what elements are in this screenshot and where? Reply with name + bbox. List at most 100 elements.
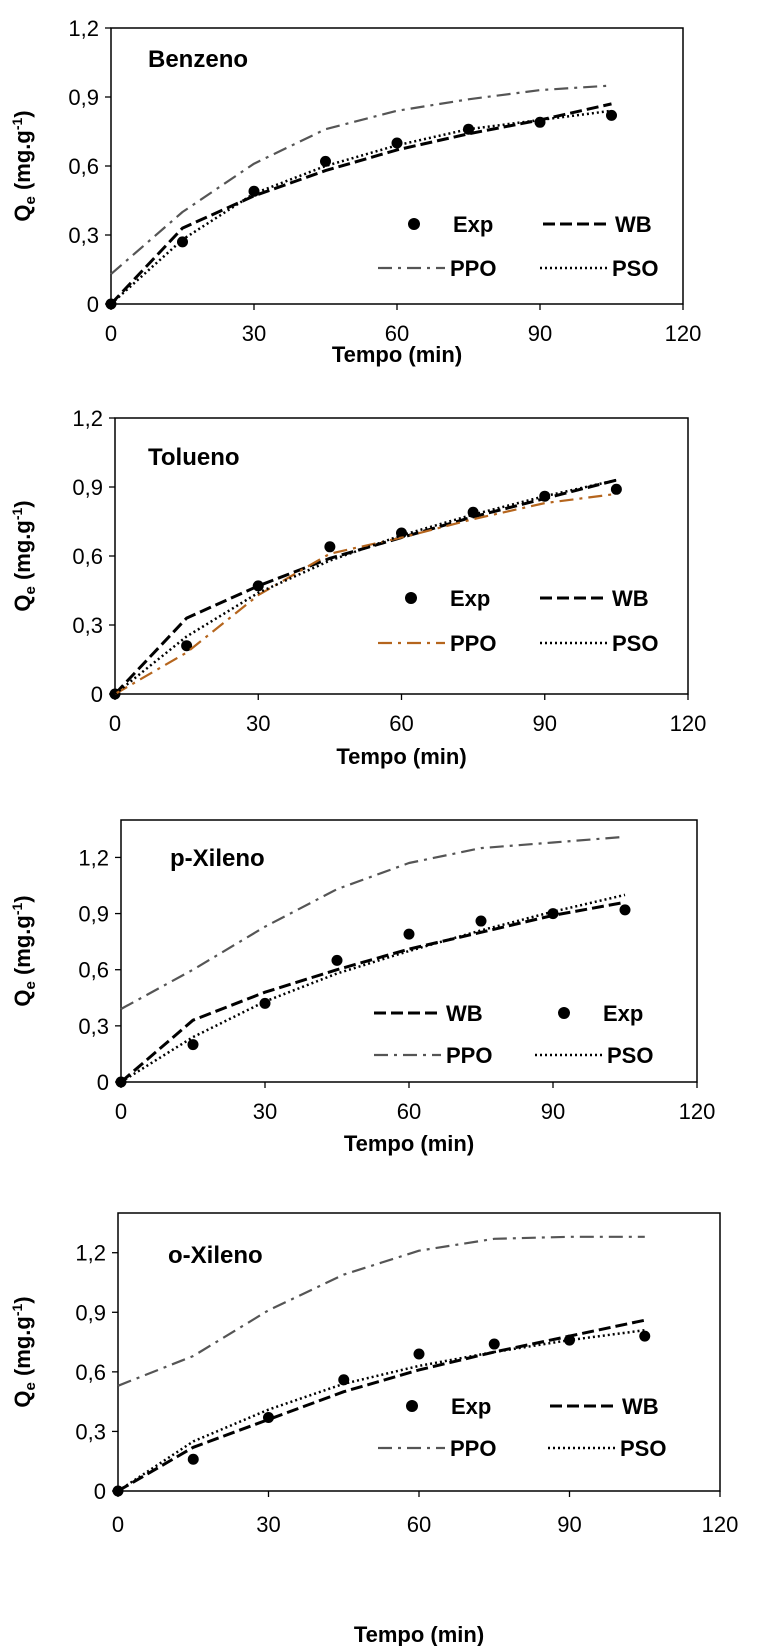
legend-label-pso: PSO [620, 1436, 666, 1461]
legend-label-wb: WB [622, 1394, 659, 1419]
legend: WB Exp PPO PSO [374, 1001, 653, 1068]
series-line-pso [110, 109, 612, 305]
x-axis-label: Tempo (min) [336, 744, 466, 769]
data-point-exp [177, 236, 188, 248]
y-tick-label: 0 [87, 292, 99, 317]
data-point-exp [391, 137, 403, 149]
y-tick-label: 0 [97, 1070, 109, 1095]
legend: Exp WB PPO PSO [378, 586, 658, 656]
data-point-exp [639, 1330, 651, 1342]
legend-label-pso: PSO [612, 631, 658, 656]
legend-label-exp: Exp [450, 586, 490, 611]
series-line-wb [109, 102, 612, 306]
chart-panel-0: 0 30 60 90 120 0 0,3 0,6 0,9 1,2 Tempo (min) Qe (mg… [9, 16, 701, 367]
legend-label-ppo: PPO [450, 1436, 496, 1461]
y-tick-label: 0,3 [78, 1014, 109, 1039]
x-tick-label: 90 [528, 321, 552, 346]
series-line-ppo [110, 84, 612, 275]
x-tick-label: 90 [541, 1099, 565, 1124]
panel-title: Benzeno [148, 46, 248, 73]
y-tick-label: 0,6 [75, 1360, 106, 1385]
x-tick-label: 0 [105, 321, 117, 346]
data-point-exp [413, 1348, 425, 1360]
data-point-exp [187, 1039, 199, 1051]
y-tick-label: 0,6 [78, 958, 109, 983]
data-point-exp [610, 483, 622, 495]
legend: Exp WB PPO PSO [378, 1394, 666, 1461]
x-tick-label: 120 [702, 1512, 739, 1537]
data-point-exp [403, 928, 415, 940]
x-tick-label: 0 [115, 1099, 127, 1124]
x-tick-label: 0 [112, 1512, 124, 1537]
chart-panel-2: 0 30 60 90 120 0 0,3 0,6 0,9 1,2 Tempo (min) Qe (mg… [9, 819, 716, 1156]
series-line-pso [120, 893, 626, 1084]
y-tick-label: 0,6 [72, 544, 103, 569]
legend-label-wb: WB [612, 586, 649, 611]
data-point-exp [324, 541, 336, 553]
x-tick-label: 120 [670, 711, 707, 736]
series-line-pso [114, 478, 617, 695]
series-line-pso [117, 1328, 645, 1493]
series-line-ppo [120, 835, 626, 1010]
legend: Exp WB PPO PSO [378, 212, 658, 281]
data-point-exp [488, 1338, 500, 1350]
series-line-wb [113, 478, 617, 696]
y-tick-label: 0 [91, 682, 103, 707]
y-tick-label: 0,6 [68, 154, 99, 179]
data-point-exp [606, 109, 617, 121]
x-tick-label: 120 [665, 321, 702, 346]
data-point-exp [619, 904, 631, 916]
y-tick-label: 1,2 [78, 845, 109, 870]
panel-title: o-Xileno [168, 1242, 263, 1269]
x-tick-label: 30 [253, 1099, 277, 1124]
y-axis-label: Qe (mg.g-1) [9, 895, 39, 1006]
x-tick-label: 90 [557, 1512, 581, 1537]
chart-panel-1: 0 30 60 90 120 0 0,3 0,6 0,9 1,2 Tempo (min) Qe (mg… [9, 406, 706, 769]
x-tick-label: 30 [246, 711, 270, 736]
panel-title: Tolueno [148, 444, 240, 471]
chart-panel-3: 0 30 60 90 120 0 0,3 0,6 0,9 1,2 Tempo (min) Qe (mg… [9, 1212, 739, 1646]
y-tick-label: 1,2 [72, 406, 103, 431]
data-point-exp [181, 640, 193, 652]
y-tick-label: 0,3 [68, 223, 99, 248]
x-axis-label: Tempo (min) [354, 1622, 484, 1646]
legend-label-pso: PSO [612, 256, 658, 281]
x-axis-label: Tempo (min) [332, 342, 462, 367]
legend-marker-exp [405, 592, 417, 604]
data-point-exp [396, 527, 407, 539]
legend-marker-exp [408, 218, 420, 230]
data-point-exp [338, 1374, 350, 1386]
data-point-exp [187, 1453, 199, 1465]
x-tick-label: 60 [385, 321, 409, 346]
series-line-wb [120, 900, 626, 1084]
x-tick-label: 30 [256, 1512, 280, 1537]
legend-label-exp: Exp [451, 1394, 491, 1419]
y-tick-label: 0,9 [78, 902, 109, 927]
x-tick-label: 60 [407, 1512, 431, 1537]
panel-title: p-Xileno [170, 845, 265, 872]
x-axis-label: Tempo (min) [344, 1131, 474, 1156]
y-tick-label: 1,2 [75, 1241, 106, 1266]
y-tick-label: 0 [94, 1479, 106, 1504]
y-tick-label: 0,9 [68, 85, 99, 110]
legend-label-ppo: PPO [450, 256, 496, 281]
y-tick-label: 1,2 [68, 16, 99, 41]
data-point-exp [259, 997, 271, 1009]
legend-label-exp: Exp [453, 212, 493, 237]
legend-marker-exp [406, 1400, 418, 1412]
x-tick-label: 60 [389, 711, 413, 736]
legend-label-ppo: PPO [450, 631, 496, 656]
legend-label-wb: WB [615, 212, 652, 237]
x-tick-label: 60 [397, 1099, 421, 1124]
y-tick-label: 0,3 [75, 1419, 106, 1444]
y-axis-label: Qe (mg.g-1) [9, 1296, 39, 1407]
x-tick-label: 0 [109, 711, 121, 736]
legend-label-ppo: PPO [446, 1043, 492, 1068]
y-axis-label: Qe (mg.g-1) [9, 500, 39, 611]
x-tick-label: 90 [533, 711, 557, 736]
x-tick-label: 120 [679, 1099, 716, 1124]
series-line-wb [117, 1318, 646, 1493]
data-point-exp [248, 185, 260, 197]
legend-label-pso: PSO [607, 1043, 653, 1068]
